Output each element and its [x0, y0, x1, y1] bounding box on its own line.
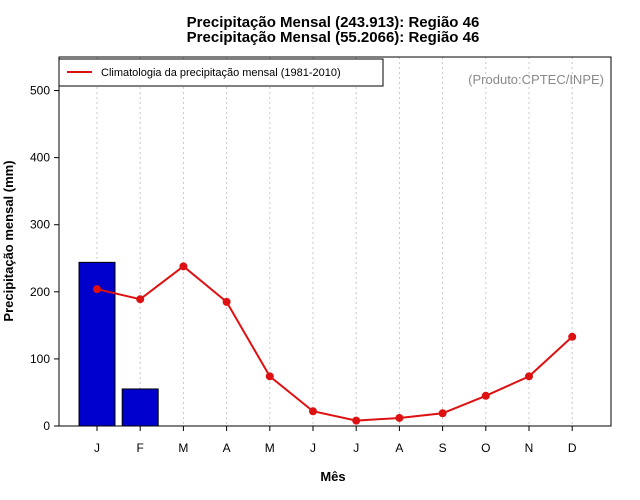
climatology-point-1 — [93, 285, 101, 294]
y-tick-label: 0 — [43, 419, 50, 433]
climatology-point-10 — [481, 391, 490, 400]
climatology-point-7 — [352, 416, 361, 425]
y-tick-label: 100 — [30, 352, 50, 366]
x-tick-label: D — [568, 441, 577, 455]
y-axis-label: Precipitação mensal (mm) — [1, 160, 16, 321]
y-tick-label: 200 — [30, 285, 50, 299]
y-tick-label: 300 — [30, 218, 50, 232]
bar-series — [78, 261, 159, 427]
vertical-gridlines — [96, 57, 573, 426]
climatology-line-series — [93, 262, 577, 425]
x-tick-label: J — [310, 441, 316, 455]
x-tick-label: S — [439, 441, 447, 455]
chart-title-1: Precipitação Mensal (243.913): Região 46 — [187, 14, 480, 31]
plot-area-frame — [58, 56, 612, 427]
x-axis-label: Mês — [320, 469, 345, 484]
climatology-point-4 — [222, 297, 231, 306]
x-tick-label: O — [481, 441, 490, 455]
bar-F-2 — [121, 388, 159, 427]
y-tick-label: 500 — [30, 84, 50, 98]
climatology-point-2 — [136, 295, 145, 304]
legend: Climatologia da precipitação mensal (198… — [58, 58, 384, 87]
climatology-point-5 — [265, 372, 274, 381]
climatology-point-6 — [309, 407, 317, 416]
x-tick-label: F — [137, 441, 144, 455]
climatology-point-3 — [179, 262, 188, 271]
climatology-point-8 — [395, 413, 404, 422]
climatology-line — [96, 265, 573, 422]
y-tick-label: 400 — [30, 151, 50, 165]
chart-title-2: Precipitação Mensal (55.2066): Região 46 — [187, 29, 480, 46]
x-tick-label: J — [353, 441, 359, 455]
x-tick-label: A — [223, 441, 231, 455]
x-tick-label: A — [395, 441, 403, 455]
x-tick-label: M — [178, 441, 188, 455]
source-annotation: (Produto:CPTEC/INPE) — [468, 72, 604, 87]
climatology-point-12 — [568, 332, 577, 341]
x-tick-label: M — [265, 441, 275, 455]
y-axis: 0 100 200 300 400 500 — [30, 84, 59, 433]
x-tick-label: J — [94, 441, 100, 455]
legend-entry: Climatologia da precipitação mensal (198… — [101, 67, 341, 79]
climatology-point-11 — [525, 372, 533, 381]
x-tick-label: N — [525, 441, 534, 455]
legend-box — [58, 58, 384, 87]
climatology-point-9 — [438, 409, 447, 418]
